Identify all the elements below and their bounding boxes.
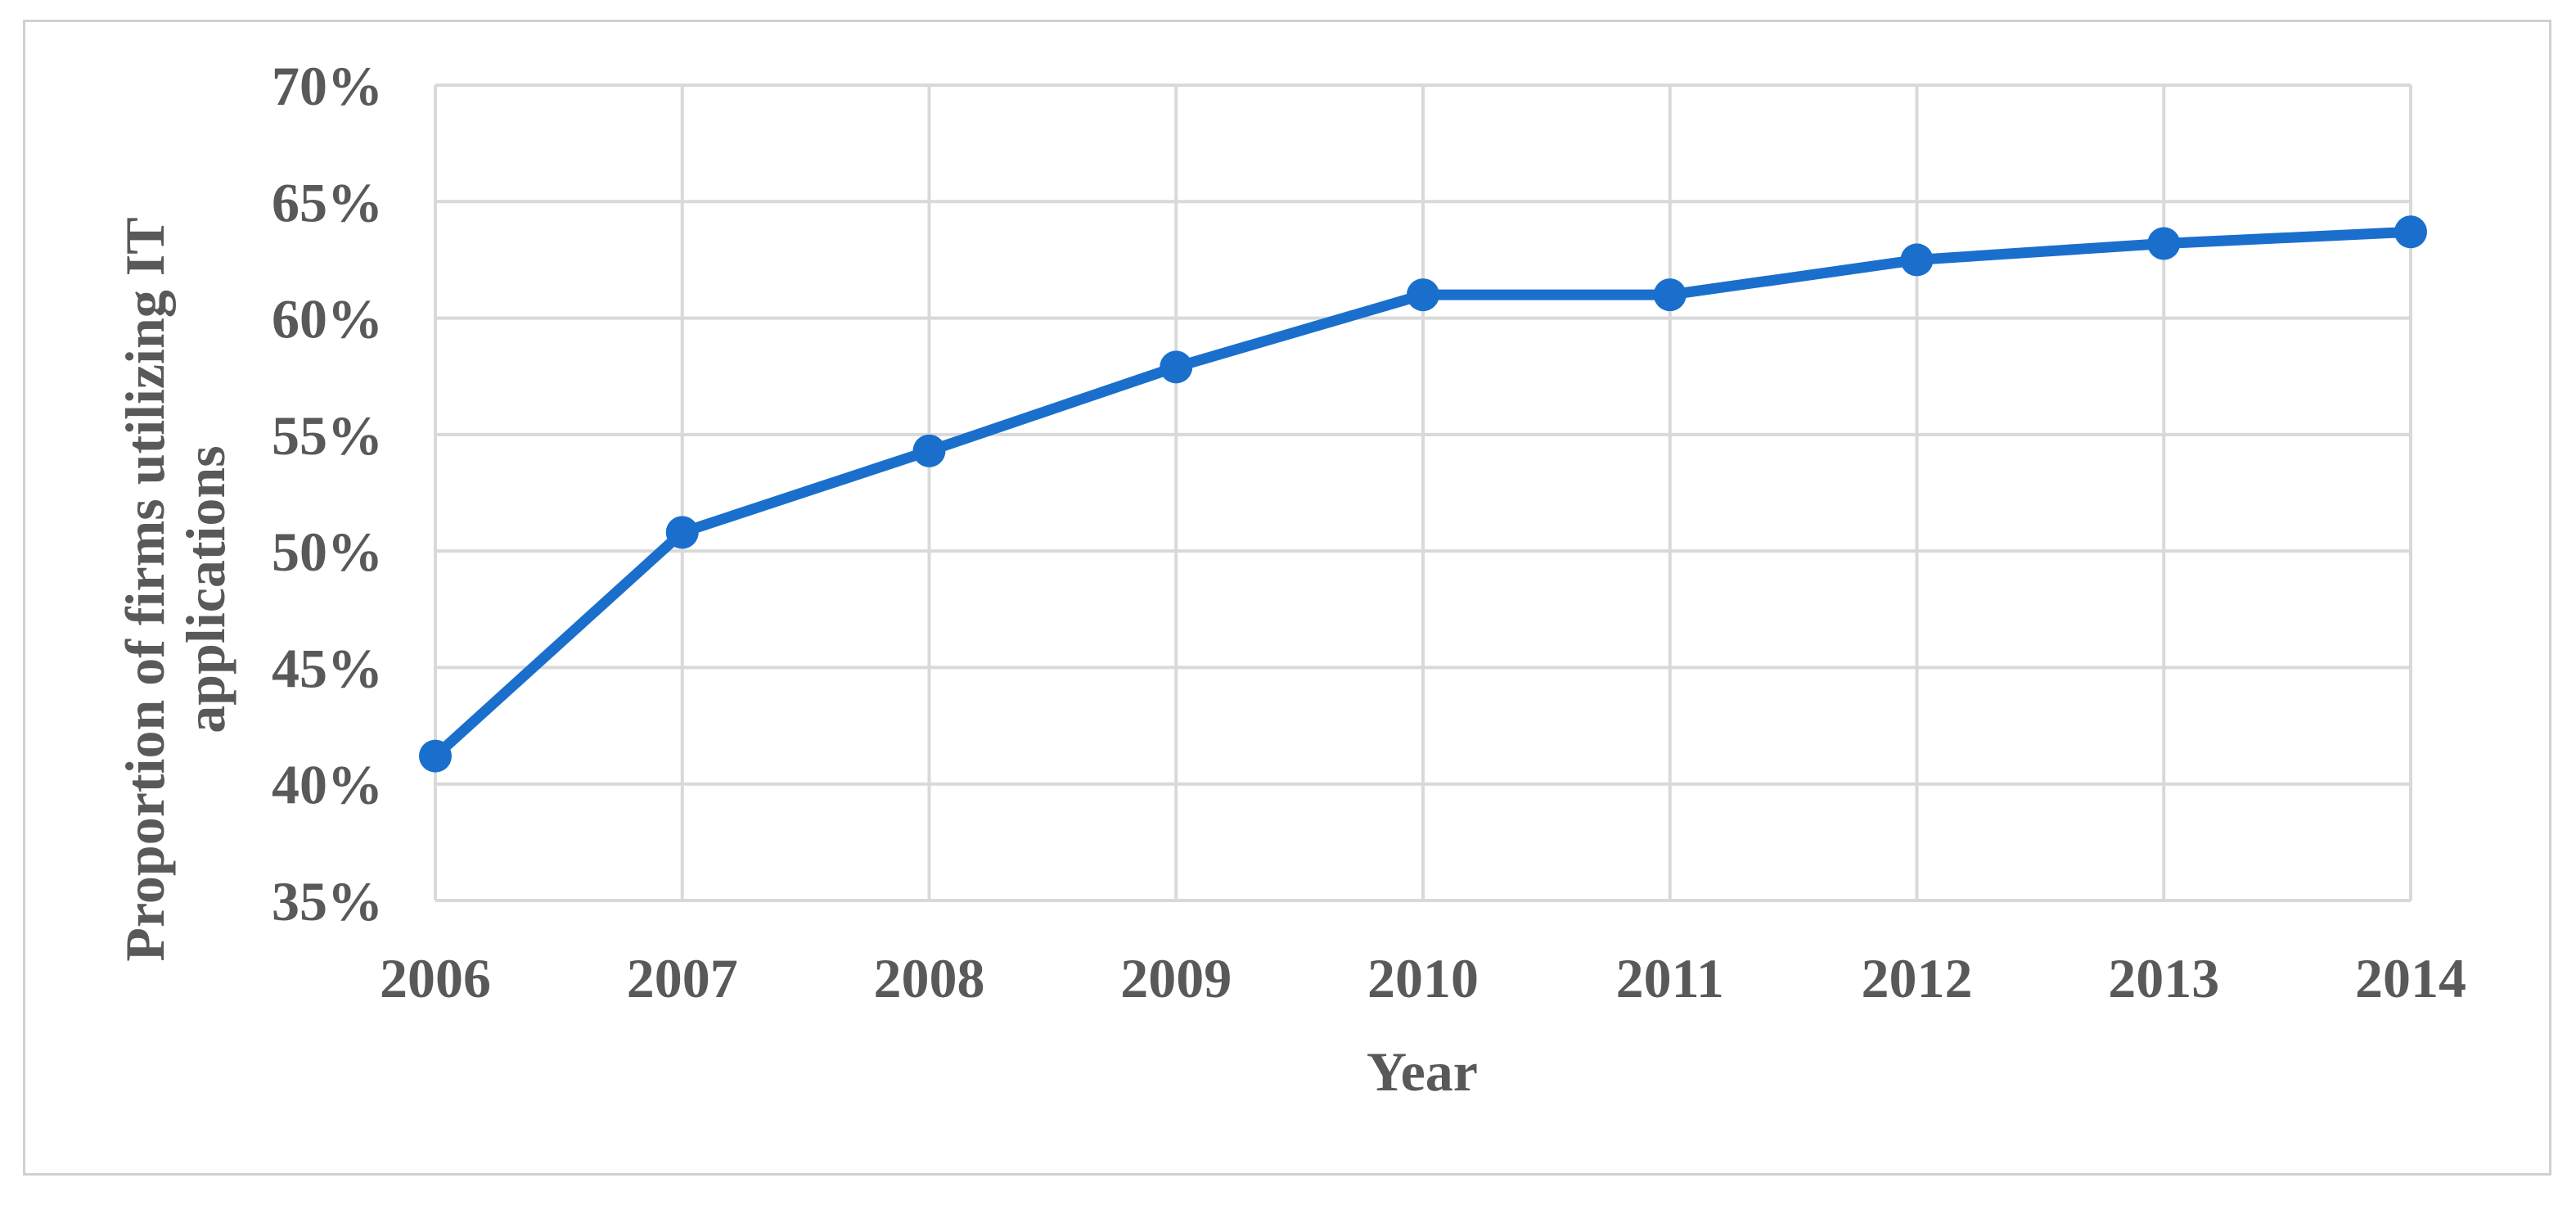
y-tick-label: 60% bbox=[272, 288, 383, 350]
y-axis-tick-labels: 35% 40% 45% 50% 55% 60% 65% 70% bbox=[272, 55, 383, 932]
y-axis-title-line-2: applications bbox=[174, 445, 236, 733]
x-tick-label: 2009 bbox=[1120, 947, 1232, 1009]
y-tick-label: 65% bbox=[272, 171, 383, 233]
chart-frame bbox=[23, 20, 2551, 1176]
x-tick-label: 2008 bbox=[874, 947, 985, 1009]
data-point-marker bbox=[419, 739, 452, 773]
x-axis-tick-labels: 2006 2007 2008 2009 2010 2011 2012 2013 2014 bbox=[380, 947, 2466, 1009]
data-point-marker bbox=[665, 516, 699, 549]
gridlines bbox=[434, 83, 2412, 902]
x-tick-label: 2014 bbox=[2355, 947, 2466, 1009]
data-point-marker bbox=[1160, 350, 1193, 384]
y-axis-title: Proportion of firms utilizing IT applica… bbox=[114, 217, 236, 961]
x-tick-label: 2011 bbox=[1616, 947, 1724, 1009]
x-tick-label: 2013 bbox=[2108, 947, 2219, 1009]
series bbox=[419, 215, 2427, 773]
data-point-marker bbox=[1407, 278, 1439, 312]
data-point-marker bbox=[1653, 278, 1687, 312]
x-tick-label: 2010 bbox=[1367, 947, 1479, 1009]
y-tick-label: 55% bbox=[272, 404, 383, 467]
y-tick-label: 70% bbox=[272, 55, 383, 117]
data-point-marker bbox=[1900, 243, 1934, 277]
data-point-marker bbox=[2147, 227, 2181, 260]
y-tick-label: 35% bbox=[272, 870, 383, 932]
y-axis-title-line-1: Proportion of firms utilizing IT bbox=[114, 217, 176, 961]
x-axis-title: Year bbox=[1367, 1040, 1478, 1103]
y-tick-label: 45% bbox=[272, 637, 383, 699]
data-point-marker bbox=[2394, 215, 2427, 249]
x-tick-label: 2007 bbox=[627, 947, 738, 1009]
x-tick-label: 2012 bbox=[1862, 947, 1973, 1009]
y-tick-label: 50% bbox=[272, 521, 383, 583]
x-tick-label: 2006 bbox=[380, 947, 491, 1009]
data-point-marker bbox=[912, 434, 946, 467]
y-tick-label: 40% bbox=[272, 754, 383, 816]
